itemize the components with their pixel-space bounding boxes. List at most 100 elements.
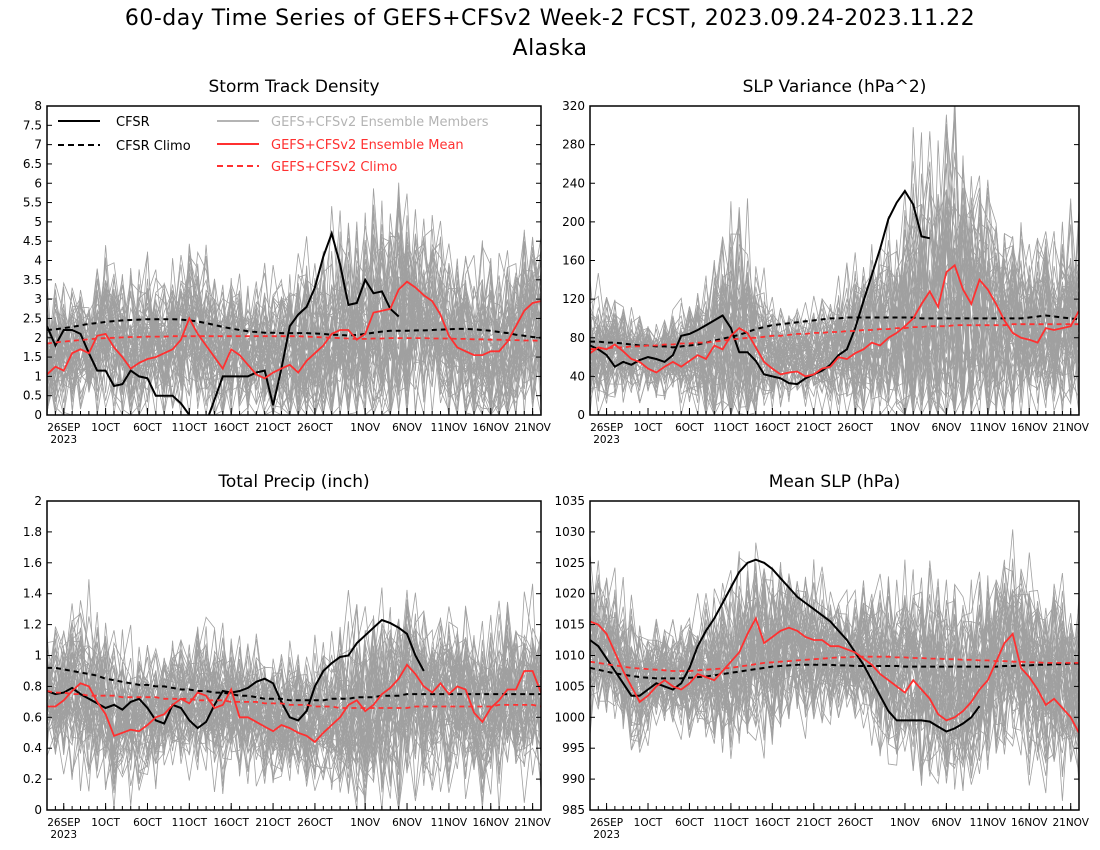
x-tick-label: 6OCT (133, 422, 162, 434)
ensemble-member-line (47, 629, 541, 770)
panel-title: Total Precip (inch) (217, 472, 369, 492)
y-tick-label: 1.6 (23, 556, 42, 570)
y-tick-label: 280 (562, 138, 585, 152)
x-tick-label: 16NOV (473, 422, 510, 434)
ensemble-member-line (590, 576, 1079, 771)
y-tick-label: 1010 (554, 649, 585, 663)
y-tick-label: 0 (34, 803, 42, 817)
series-cfsr-climo (47, 666, 541, 702)
y-tick-label: 2.5 (23, 311, 42, 325)
y-tick-label: 6.5 (23, 157, 42, 171)
x-tick-label: 16NOV (473, 817, 510, 829)
x-tick-label: 26SEP (590, 422, 623, 434)
ensemble-member-line (590, 570, 1079, 753)
x-tick-label: 26OCT (297, 422, 333, 434)
x-tick-label: 11OCT (713, 422, 749, 434)
series-gefs-cfsv2-ensemble-mean (590, 616, 1079, 734)
y-tick-label: 0 (577, 408, 585, 422)
x-tick-label: 11NOV (431, 422, 468, 434)
x-year-label: 2023 (593, 829, 620, 841)
y-tick-label: 5 (34, 215, 42, 229)
series-gefs-cfsv2-climo (47, 690, 541, 709)
x-year-label: 2023 (593, 434, 620, 446)
series-cfsr-climo (590, 314, 1079, 349)
y-tick-label: 1035 (554, 494, 585, 508)
panel-total-precip: Total Precip (inch) 0 0.2 0.4 0.6 0.8 1 1.2 1.4 1… (23, 472, 552, 841)
panel-slp-variance: SLP Variance (hPa^2) 0 40 80 120 160 200 240 280… (562, 77, 1090, 446)
x-tick-label: 11OCT (172, 422, 208, 434)
ensemble-member-line (590, 141, 1079, 415)
x-tick-label: 1OCT (634, 422, 663, 434)
x-tick-label: 11NOV (970, 817, 1007, 829)
ensemble-member-line (47, 600, 541, 784)
x-tick-label: 11OCT (713, 817, 749, 829)
y-tick-label: 0.8 (23, 679, 42, 693)
ensemble-member-line (590, 225, 1079, 415)
y-tick-label: 4 (34, 254, 42, 268)
y-tick-label: 7 (34, 138, 42, 152)
panel-title: SLP Variance (hPa^2) (743, 77, 927, 97)
series-gefs-cfsv2-climo (590, 655, 1079, 672)
x-tick-label: 6NOV (392, 817, 423, 829)
y-tick-label: 1005 (554, 679, 585, 693)
legend-climo-label: GEFS+CFSv2 Climo (271, 160, 397, 175)
x-tick-label: 21NOV (1052, 817, 1089, 829)
x-tick-label: 26OCT (838, 422, 874, 434)
ensemble-member-line (47, 614, 541, 780)
ensemble-member-line (47, 249, 541, 415)
x-tick-label: 16NOV (1011, 817, 1048, 829)
x-tick-label: 26OCT (838, 817, 874, 829)
series-cfsr-climo (47, 318, 541, 339)
series-gefs-cfsv2-climo (47, 335, 541, 345)
x-tick-label: 21NOV (1052, 422, 1089, 434)
y-tick-label: 0 (34, 408, 42, 422)
y-tick-label: 6 (34, 176, 42, 190)
ensemble-member-line (47, 220, 541, 415)
x-tick-label: 6NOV (931, 422, 962, 434)
y-tick-label: 80 (570, 331, 585, 345)
ensemble-member-line (47, 240, 541, 415)
ensemble-member-line (47, 633, 541, 791)
panel-storm-track-density: Storm Track Density 0 0.5 1 1.5 2 2.5 3 3.5 4 4.5 5… (23, 77, 552, 446)
y-tick-label: 2 (34, 494, 42, 508)
x-tick-label: 11OCT (172, 817, 208, 829)
x-tick-label: 21OCT (255, 817, 291, 829)
x-year-label: 2023 (50, 829, 77, 841)
ensemble-member-line (590, 163, 1079, 415)
x-tick-label: 11NOV (431, 817, 468, 829)
y-tick-label: 1 (34, 649, 42, 663)
x-tick-label: 26OCT (297, 817, 333, 829)
panel-mean-slp: Mean SLP (hPa) 985 990 995 1000 1005 1010 1015 1… (554, 472, 1089, 841)
y-tick-label: 0.4 (23, 741, 42, 755)
x-tick-label: 21NOV (514, 422, 551, 434)
series-cfsr (590, 558, 981, 733)
legend-cfsr-climo-label: CFSR Climo (116, 139, 191, 154)
x-tick-label: 6OCT (675, 817, 704, 829)
x-tick-label: 21NOV (514, 817, 551, 829)
ensemble-member-line (590, 224, 1079, 415)
y-tick-label: 40 (570, 369, 585, 383)
x-tick-label: 16OCT (755, 817, 791, 829)
ensemble-member-line (590, 571, 1079, 761)
ensemble-member-line (590, 209, 1079, 415)
y-tick-label: 3 (34, 292, 42, 306)
y-tick-label: 1.8 (23, 525, 42, 539)
y-tick-label: 2 (34, 331, 42, 345)
y-tick-label: 1020 (554, 587, 585, 601)
x-tick-label: 16OCT (214, 422, 250, 434)
y-tick-label: 1000 (554, 710, 585, 724)
ensemble-member-line (590, 568, 1079, 770)
y-tick-label: 5.5 (23, 196, 42, 210)
x-tick-label: 11NOV (970, 422, 1007, 434)
y-tick-label: 4.5 (23, 234, 42, 248)
ensemble-member-line (47, 241, 541, 415)
y-tick-label: 0.5 (23, 389, 42, 403)
x-tick-label: 21OCT (796, 817, 832, 829)
y-tick-label: 985 (562, 803, 585, 817)
series-gefs-cfsv2-ensemble-mean (47, 663, 541, 744)
y-tick-label: 990 (562, 772, 585, 786)
y-tick-label: 1 (34, 369, 42, 383)
ensemble-member-line (590, 191, 1079, 408)
